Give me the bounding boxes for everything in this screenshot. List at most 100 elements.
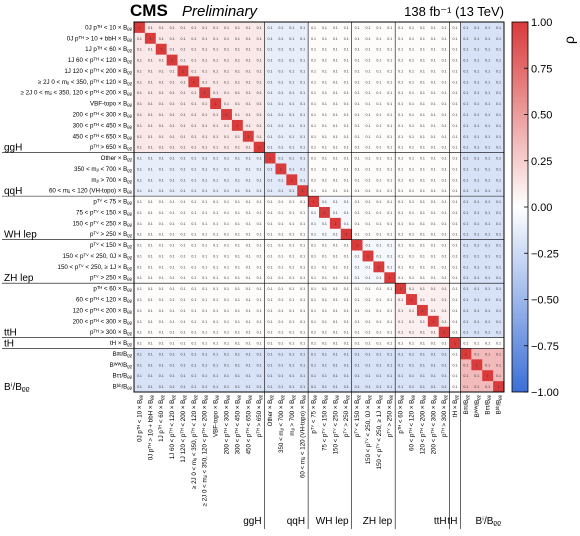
y-tick-label: 60 < pᵀᴴ < 120 × Bᵨᵨ <box>76 297 133 304</box>
matrix-cell <box>253 54 265 66</box>
matrix-cell-value: 0.1 <box>300 265 305 269</box>
matrix-cell-value: 0.1 <box>278 298 283 302</box>
matrix-cell-value: 0.1 <box>322 37 327 41</box>
matrix-cell <box>155 119 167 132</box>
matrix-cell-value: 0.1 <box>322 233 327 237</box>
matrix-cell <box>340 261 352 273</box>
matrix-cell <box>231 348 244 360</box>
matrix-cell <box>286 228 298 240</box>
matrix-cell-value: 0.1 <box>180 135 185 139</box>
matrix-cell-value: 0.1 <box>344 59 349 63</box>
matrix-cell-value: 0.1 <box>257 254 262 258</box>
matrix-cell-value: 0.1 <box>365 309 370 313</box>
x-group-label: Bⁱ/Bᵨᵨ <box>476 516 502 527</box>
matrix-cell-value: 0.1 <box>224 37 229 41</box>
matrix-cell-value: 0.1 <box>268 113 273 117</box>
matrix-cell <box>188 261 200 273</box>
matrix-cell <box>449 283 461 295</box>
matrix-cell-value: 0.1 <box>442 91 447 95</box>
matrix-cell-value: 0.1 <box>365 287 370 291</box>
matrix-cell <box>210 315 222 327</box>
matrix-cell <box>155 141 167 153</box>
matrix-cell-value: 0.1 <box>159 276 164 280</box>
matrix-cell-value: 0.1 <box>420 298 425 302</box>
matrix-cell-value: 0.1 <box>213 222 218 226</box>
matrix-cell <box>493 315 505 327</box>
matrix-cell-value: 0.1 <box>300 59 305 63</box>
matrix-cell <box>177 130 189 142</box>
matrix-cell <box>493 141 505 153</box>
matrix-cell-value: 0.1 <box>257 59 262 63</box>
matrix-cell-value: 0.1 <box>485 352 490 356</box>
matrix-cell <box>297 348 309 360</box>
matrix-cell <box>188 76 200 88</box>
matrix-cell-value: 0.1 <box>268 244 273 248</box>
matrix-cell-value: 0.1 <box>289 276 294 280</box>
matrix-cell-value: 0.1 <box>355 309 360 313</box>
experiment-label: CMS <box>130 1 168 20</box>
matrix-cell-value: 0.1 <box>376 113 381 117</box>
matrix-cell-value: 0.1 <box>137 102 142 106</box>
matrix-cell <box>319 130 331 142</box>
matrix-cell-value: 0.1 <box>453 211 458 215</box>
matrix-cell-value: 0.1 <box>485 331 490 335</box>
matrix-cell-value: 0.1 <box>202 309 207 313</box>
matrix-cell <box>134 359 146 371</box>
matrix-cell <box>253 304 265 317</box>
matrix-cell-value: 0.1 <box>202 265 207 269</box>
matrix-cell-value: 0.1 <box>159 189 164 193</box>
matrix-cell <box>264 272 276 284</box>
matrix-cell-value: 0.1 <box>235 298 240 302</box>
matrix-cell-value: 0.1 <box>289 37 294 41</box>
matrix-cell-value: 0.1 <box>420 374 425 378</box>
matrix-cell <box>395 174 407 186</box>
matrix-cell <box>373 272 385 284</box>
matrix-cell <box>329 315 342 327</box>
matrix-cell <box>460 359 472 371</box>
matrix-cell-value: 0.1 <box>420 265 425 269</box>
matrix-cell-value: 0.1 <box>474 48 479 52</box>
matrix-cell <box>231 54 244 66</box>
matrix-cell <box>188 337 200 349</box>
matrix-cell <box>297 174 309 186</box>
matrix-cell <box>166 228 178 240</box>
matrix-cell <box>416 141 429 153</box>
matrix-cell-value: 0.1 <box>485 385 490 389</box>
colorbar-tick-label: 1.00 <box>531 17 552 29</box>
matrix-cell-value: 0.1 <box>148 233 153 237</box>
x-group-label: tH <box>448 516 458 527</box>
matrix-cell <box>155 109 167 121</box>
matrix-cell <box>308 65 320 77</box>
matrix-cell-value: 0.1 <box>278 363 283 367</box>
matrix-cell-value: 0.1 <box>344 211 349 215</box>
matrix-cell <box>308 370 320 382</box>
matrix-cell <box>362 283 374 295</box>
matrix-cell-value: 1 <box>149 37 151 41</box>
matrix-cell <box>275 283 287 295</box>
matrix-cell-value: 0.1 <box>180 157 185 161</box>
matrix-cell-value: 0.1 <box>311 59 316 63</box>
matrix-cell <box>275 185 287 197</box>
matrix-cell-value: 0.1 <box>148 298 153 302</box>
matrix-cell-value: 0.1 <box>420 233 425 237</box>
matrix-cell-value: 0.1 <box>387 69 392 73</box>
matrix-cell <box>177 65 189 77</box>
matrix-cell <box>362 196 374 208</box>
matrix-cell-value: 0.1 <box>213 342 218 346</box>
matrix-cell <box>395 65 407 77</box>
matrix-cell <box>155 65 167 77</box>
matrix-cell-value: 0.1 <box>376 309 381 313</box>
matrix-cell-value: 0.1 <box>311 146 316 150</box>
matrix-cell-value: 0.1 <box>300 276 305 280</box>
matrix-cell <box>308 283 320 295</box>
matrix-cell-value: 0.1 <box>409 157 414 161</box>
matrix-cell <box>199 76 211 88</box>
matrix-cell <box>340 174 352 186</box>
matrix-cell <box>286 370 298 382</box>
matrix-cell-value: 0.1 <box>376 233 381 237</box>
matrix-cell-value: 1 <box>400 287 402 291</box>
matrix-cell <box>166 348 178 360</box>
matrix-cell-value: 0.1 <box>344 167 349 171</box>
x-tick-label: pᵀⱽ < 75 × Bᵨᵨ <box>311 394 318 433</box>
matrix-cell-value: 0.1 <box>485 244 490 248</box>
